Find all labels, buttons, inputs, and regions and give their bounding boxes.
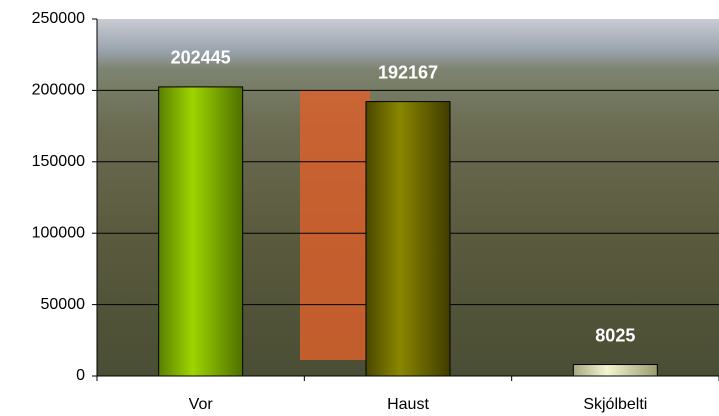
value-label: 192167	[378, 62, 438, 82]
y-tick-label: 50000	[41, 296, 86, 313]
y-tick-label: 150000	[32, 153, 85, 170]
y-tick-label: 200000	[32, 82, 85, 99]
photo-figure	[300, 90, 370, 360]
x-tick-label: Skjólbelti	[583, 396, 647, 413]
y-tick-label: 100000	[32, 224, 85, 241]
value-label: 202445	[171, 48, 231, 68]
value-label: 8025	[595, 325, 635, 345]
x-tick-label: Haust	[387, 396, 429, 413]
bar	[572, 364, 658, 377]
y-tick-label: 250000	[32, 10, 85, 27]
bar	[365, 101, 451, 377]
bar	[158, 86, 244, 377]
x-tick-label: Vor	[189, 396, 214, 413]
y-tick-label: 0	[76, 367, 85, 384]
